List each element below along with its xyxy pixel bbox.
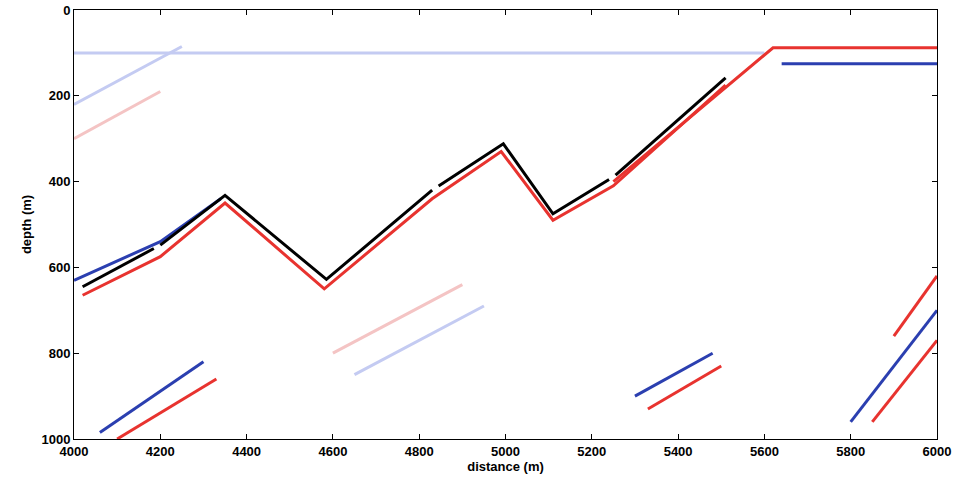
svg-text:400: 400 [49,174,71,189]
svg-text:distance (m): distance (m) [467,459,544,474]
svg-text:5200: 5200 [577,444,606,459]
svg-text:depth (m): depth (m) [19,195,34,254]
svg-text:800: 800 [49,346,71,361]
svg-text:5400: 5400 [664,444,693,459]
svg-text:4800: 4800 [405,444,434,459]
svg-text:5600: 5600 [750,444,779,459]
svg-text:600: 600 [49,260,71,275]
svg-text:1000: 1000 [41,432,70,447]
svg-text:200: 200 [49,88,71,103]
svg-text:0: 0 [63,3,70,18]
svg-text:6000: 6000 [923,444,952,459]
svg-text:4200: 4200 [146,444,175,459]
svg-text:5800: 5800 [836,444,865,459]
svg-text:4000: 4000 [60,444,89,459]
svg-text:5000: 5000 [491,444,520,459]
svg-text:4400: 4400 [232,444,261,459]
svg-text:4600: 4600 [318,444,347,459]
